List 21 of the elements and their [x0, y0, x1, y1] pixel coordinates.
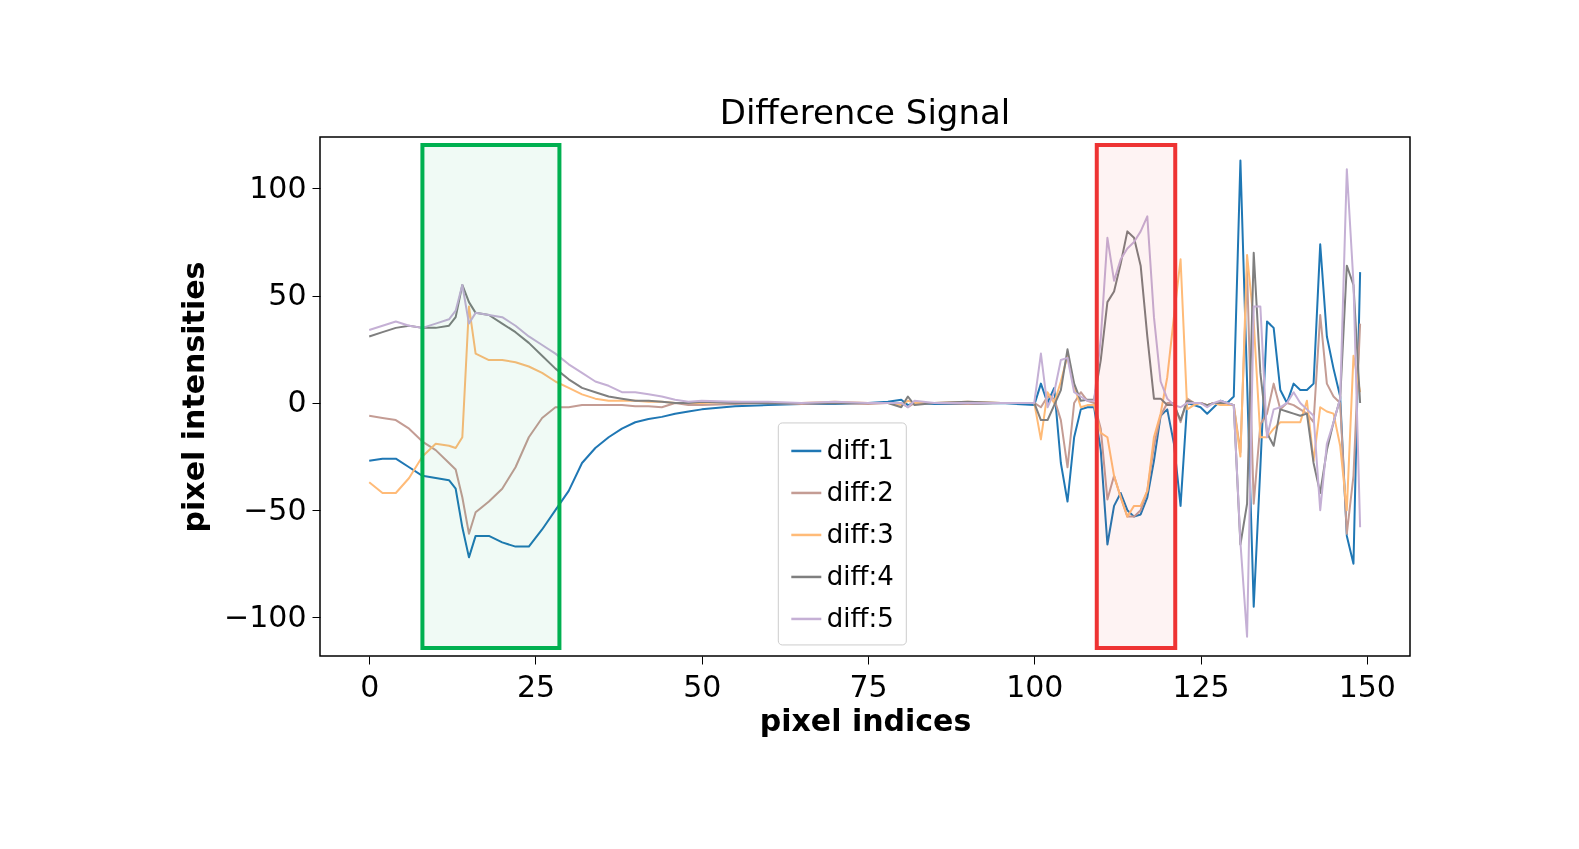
- legend-label: diff:3: [826, 518, 894, 549]
- line-series: [368, 230, 1362, 546]
- y-axis-title: pixel intensities: [176, 261, 212, 533]
- x-tick-label: 100: [1006, 668, 1064, 704]
- x-tick-label: 150: [1338, 668, 1396, 704]
- legend-label: diff:2: [826, 476, 894, 507]
- x-tick-label: 0: [360, 668, 380, 704]
- x-tick-label: 75: [849, 668, 888, 704]
- legend-label: diff:4: [826, 560, 894, 591]
- x-tick-label: 125: [1172, 668, 1230, 704]
- x-axis-title: pixel indices: [759, 702, 972, 738]
- y-tick-label: −100: [224, 598, 307, 634]
- y-tick-label: 50: [268, 277, 307, 313]
- y-tick-label: 0: [287, 384, 307, 420]
- x-tick-label: 25: [516, 668, 556, 704]
- y-tick-label: 100: [249, 169, 307, 205]
- legend-label: diff:1: [826, 434, 894, 465]
- x-tick-label: 50: [683, 668, 722, 704]
- legend-label: diff:5: [826, 602, 894, 633]
- y-tick-label: −50: [243, 491, 307, 527]
- chart-title: Difference Signal: [719, 92, 1011, 132]
